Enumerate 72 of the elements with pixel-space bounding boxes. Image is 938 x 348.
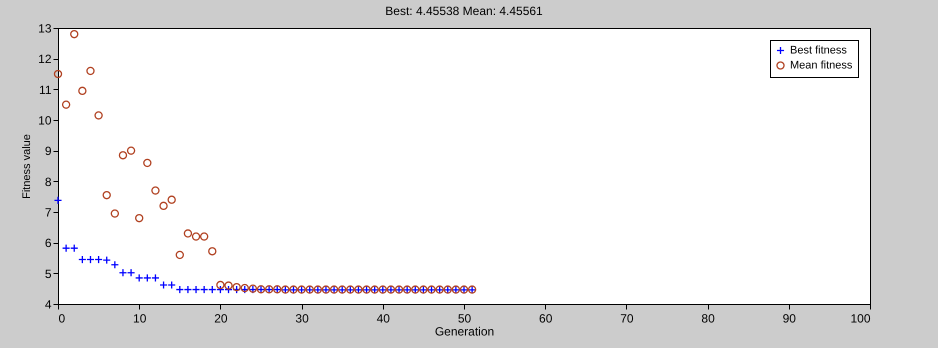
point <box>110 260 120 269</box>
point <box>62 100 70 109</box>
point <box>208 247 216 256</box>
point <box>192 232 200 241</box>
point <box>208 285 216 294</box>
point <box>232 285 241 294</box>
x-tick-label: 70 <box>620 312 634 326</box>
point <box>118 268 128 277</box>
point <box>135 214 144 222</box>
chart-title: Best: 4.45538 Mean: 4.45561 <box>385 4 544 18</box>
x-tick-label: 60 <box>539 312 553 326</box>
y-tick-label: 9 <box>44 144 52 158</box>
y-tick-label: 4 <box>44 298 52 312</box>
point <box>94 255 103 264</box>
point <box>184 229 192 238</box>
point <box>151 274 160 282</box>
x-tick-label: 40 <box>376 312 390 326</box>
x-tick-label: 50 <box>458 312 472 326</box>
point <box>54 70 62 78</box>
point <box>167 280 176 290</box>
point <box>78 86 87 96</box>
point <box>232 282 241 292</box>
point <box>143 158 152 168</box>
point <box>135 274 144 282</box>
point <box>94 111 103 120</box>
y-tick-label: 6 <box>44 236 52 250</box>
point <box>86 66 95 76</box>
point <box>62 244 70 252</box>
y-axis-title: Fitness value <box>21 134 34 199</box>
y-tick-label: 12 <box>38 52 52 66</box>
y-tick-label: 13 <box>38 22 52 36</box>
point <box>224 281 233 290</box>
point <box>200 285 208 294</box>
point <box>184 285 192 294</box>
point <box>118 151 128 160</box>
point <box>126 268 136 277</box>
point <box>102 190 111 200</box>
x-tick-label: 20 <box>214 312 228 326</box>
point <box>78 255 87 264</box>
point <box>224 285 233 294</box>
y-tick-label: 7 <box>44 206 52 220</box>
point <box>176 285 184 294</box>
y-tick-label: 5 <box>44 266 52 281</box>
x-tick-label: 90 <box>782 312 796 326</box>
point <box>216 280 225 290</box>
y-tick-label: 11 <box>39 82 52 97</box>
point <box>102 256 111 264</box>
point <box>126 146 136 155</box>
point <box>54 196 62 205</box>
y-tick-label: 10 <box>38 114 52 128</box>
x-tick-label: 30 <box>295 312 310 326</box>
point <box>70 244 78 252</box>
point <box>110 209 120 218</box>
point <box>70 30 78 38</box>
point <box>192 285 200 294</box>
x-tick-label: 100 <box>850 312 871 326</box>
point <box>159 202 168 210</box>
legend-label: Best fitness <box>790 44 848 56</box>
x-tick-label: 10 <box>133 312 147 326</box>
x-axis-title: Generation <box>434 324 494 338</box>
legend-label: Mean fitness <box>790 60 853 72</box>
point <box>167 196 176 204</box>
point <box>86 255 95 264</box>
x-tick-label: 0 <box>58 312 66 326</box>
x-tick-label: 80 <box>701 312 716 326</box>
y-tick-label: 8 <box>44 174 52 189</box>
point <box>176 250 184 260</box>
point <box>151 186 160 195</box>
point <box>200 232 208 241</box>
point <box>143 274 152 282</box>
point <box>216 285 225 294</box>
point <box>159 280 168 290</box>
